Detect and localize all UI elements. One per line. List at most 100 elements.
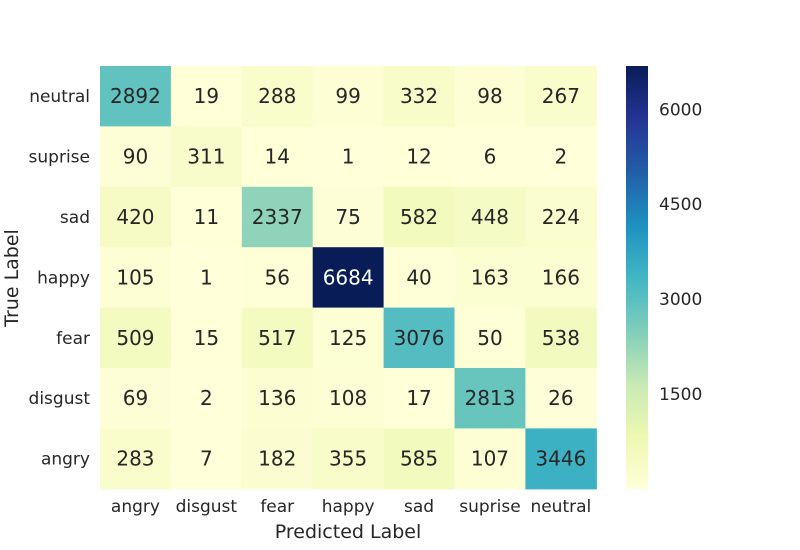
cell-value-label: 26 [548, 386, 573, 410]
heatmap-cell [100, 186, 172, 248]
cell-value-label: 6684 [323, 265, 374, 289]
heatmap-cell [454, 368, 526, 429]
cell-value-label: 538 [542, 326, 580, 350]
x-tick-label: disgust [176, 497, 238, 517]
y-tick-labels: neutral suprise sad happy fear disgust angry [29, 87, 91, 469]
cell-value-label: 90 [123, 145, 148, 169]
heatmap-cell [100, 307, 172, 369]
heatmap-cell [170, 428, 243, 490]
heatmap-cell [170, 368, 243, 429]
colorbar [626, 66, 648, 489]
cell-value-label: 267 [542, 84, 580, 108]
heatmap-cell [383, 307, 456, 369]
cell-value-label: 15 [194, 326, 219, 350]
cell-value-label: 125 [329, 326, 367, 350]
heatmap-cell [100, 368, 172, 429]
heatmap-cell [454, 186, 526, 248]
x-tick-label: angry [111, 497, 160, 517]
heatmap-cell [170, 126, 243, 188]
cell-value-label: 288 [258, 84, 296, 108]
heatmap-cell [525, 66, 597, 127]
x-tick-labels: angry disgust fear happy sad suprise neutral [111, 497, 591, 517]
cell-value-label: 11 [194, 205, 219, 229]
cell-value-label: 3446 [535, 447, 586, 471]
y-tick-label: neutral [29, 87, 90, 107]
cell-value-label: 3076 [394, 326, 445, 350]
x-tick-label: neutral [530, 497, 591, 517]
x-tick-label: fear [260, 497, 294, 517]
cell-value-label: 107 [471, 447, 509, 471]
y-axis-title: True Label [1, 229, 23, 328]
cell-value-label: 224 [542, 205, 580, 229]
cell-value-label: 283 [116, 447, 154, 471]
y-tick-label: disgust [29, 389, 91, 409]
cell-value-label: 355 [329, 447, 367, 471]
heatmap-cell [312, 368, 385, 429]
heatmap-cell [312, 428, 385, 490]
heatmap-cell [312, 186, 385, 248]
cell-value-label: 105 [116, 265, 154, 289]
heatmap-cell [383, 66, 456, 127]
colorbar-ticks: 1500 3000 4500 6000 [659, 100, 702, 405]
heatmap-cell [312, 66, 385, 127]
heatmap-cell [100, 66, 172, 127]
cell-value-label: 509 [116, 326, 154, 350]
heatmap-cell [241, 66, 314, 127]
colorbar-tick-label: 6000 [659, 100, 702, 120]
cell-value-label: 12 [406, 145, 431, 169]
cell-value-label: 6 [484, 145, 497, 169]
heatmap-cell [454, 307, 526, 369]
cell-value-label: 1 [342, 145, 355, 169]
cell-value-label: 332 [400, 84, 438, 108]
heatmap-cell [312, 307, 385, 369]
cell-value-label: 7 [200, 447, 213, 471]
cell-value-label: 17 [406, 386, 431, 410]
heatmap-cell [312, 126, 385, 188]
heatmap-cell [525, 428, 597, 490]
cell-value-label: 56 [265, 265, 290, 289]
x-tick-label: sad [404, 497, 434, 517]
colorbar-tick-label: 1500 [659, 385, 702, 405]
heatmap-cell [241, 186, 314, 248]
heatmap-cell [170, 307, 243, 369]
cell-value-label: 40 [406, 265, 431, 289]
cell-value-label: 582 [400, 205, 438, 229]
cell-value-label: 136 [258, 386, 296, 410]
heatmap-cell [241, 307, 314, 369]
heatmap-cell [454, 247, 526, 309]
heatmap-cell [312, 247, 385, 309]
cell-value-label: 448 [471, 205, 509, 229]
cell-value-label: 163 [471, 265, 509, 289]
heatmap-cell [454, 428, 526, 490]
cell-value-label: 1 [200, 265, 213, 289]
cell-value-label: 19 [194, 84, 219, 108]
heatmap-cell [454, 126, 526, 188]
heatmap-cell [525, 186, 597, 248]
cell-value-label: 2337 [252, 205, 303, 229]
heatmap-cell [100, 247, 172, 309]
heatmap-cell [241, 368, 314, 429]
cell-value-label: 14 [265, 145, 290, 169]
heatmap-cell [454, 66, 526, 127]
cell-value-label: 50 [477, 326, 502, 350]
cell-value-label: 311 [187, 145, 225, 169]
heatmap-cell [241, 247, 314, 309]
cell-value-label: 2892 [110, 84, 161, 108]
heatmap-cell [383, 428, 456, 490]
cell-value-label: 517 [258, 326, 296, 350]
cell-value-label: 99 [335, 84, 360, 108]
y-tick-label: sad [60, 208, 90, 228]
heatmap-cell [383, 247, 456, 309]
heatmap-cell [241, 428, 314, 490]
heatmap-cell [525, 307, 597, 369]
cell-value-label: 2 [200, 386, 213, 410]
heatmap-cell [100, 428, 172, 490]
cell-value-label: 585 [400, 447, 438, 471]
cell-value-label: 75 [335, 205, 360, 229]
cell-value-label: 182 [258, 447, 296, 471]
heatmap-cell [383, 186, 456, 248]
heatmap-cell [170, 247, 243, 309]
